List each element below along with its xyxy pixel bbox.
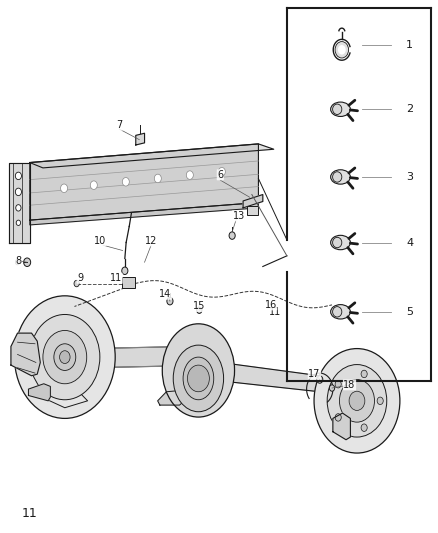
Circle shape	[377, 397, 383, 405]
Ellipse shape	[332, 172, 342, 182]
Circle shape	[30, 314, 100, 400]
Polygon shape	[28, 384, 50, 401]
Text: 17: 17	[308, 369, 321, 379]
Ellipse shape	[332, 237, 342, 248]
Ellipse shape	[331, 236, 350, 249]
Polygon shape	[11, 333, 40, 376]
Circle shape	[54, 344, 76, 370]
Polygon shape	[42, 389, 88, 408]
Circle shape	[335, 42, 349, 58]
Ellipse shape	[331, 169, 350, 184]
Text: 9: 9	[77, 273, 83, 283]
Circle shape	[122, 177, 129, 186]
Ellipse shape	[332, 306, 342, 317]
Text: 2: 2	[406, 104, 413, 114]
Text: 11: 11	[110, 273, 122, 283]
Bar	[122, 277, 135, 288]
Polygon shape	[188, 358, 320, 392]
Circle shape	[154, 174, 161, 183]
Circle shape	[349, 391, 365, 410]
Circle shape	[361, 424, 367, 431]
Ellipse shape	[332, 104, 342, 115]
Text: 6: 6	[217, 170, 223, 180]
Ellipse shape	[162, 324, 235, 417]
Polygon shape	[30, 203, 258, 225]
Circle shape	[218, 167, 225, 176]
Circle shape	[122, 267, 128, 274]
Text: 11: 11	[22, 507, 38, 520]
Polygon shape	[9, 163, 30, 243]
Circle shape	[16, 205, 21, 211]
Ellipse shape	[331, 102, 350, 116]
Text: 15: 15	[193, 302, 205, 311]
Text: 10: 10	[94, 236, 106, 246]
Polygon shape	[333, 413, 350, 440]
Circle shape	[335, 381, 341, 388]
Text: 7: 7	[116, 120, 122, 130]
Circle shape	[15, 260, 20, 265]
Circle shape	[60, 184, 67, 192]
Text: 18: 18	[343, 380, 356, 390]
Circle shape	[14, 296, 115, 418]
Polygon shape	[30, 144, 274, 168]
Circle shape	[327, 365, 387, 437]
Circle shape	[338, 45, 346, 54]
Text: 3: 3	[406, 172, 413, 182]
Circle shape	[43, 330, 87, 384]
Circle shape	[15, 172, 21, 180]
Circle shape	[15, 188, 21, 196]
Circle shape	[16, 220, 21, 225]
Text: 1: 1	[406, 41, 413, 50]
Circle shape	[197, 307, 202, 313]
Bar	[247, 206, 258, 215]
Circle shape	[24, 258, 31, 266]
Circle shape	[90, 181, 97, 189]
Polygon shape	[30, 144, 258, 220]
Ellipse shape	[331, 305, 350, 319]
Text: 8: 8	[15, 256, 21, 266]
Text: 16: 16	[265, 300, 277, 310]
Circle shape	[229, 232, 235, 239]
Circle shape	[339, 379, 374, 422]
Text: 13: 13	[233, 211, 245, 221]
Text: 14: 14	[159, 289, 172, 299]
Polygon shape	[65, 346, 188, 368]
Circle shape	[186, 171, 193, 179]
Text: 4: 4	[406, 238, 413, 247]
Ellipse shape	[173, 345, 224, 411]
Circle shape	[361, 370, 367, 378]
Circle shape	[187, 365, 209, 392]
Polygon shape	[136, 133, 145, 145]
Ellipse shape	[183, 357, 214, 400]
Circle shape	[329, 385, 335, 391]
Circle shape	[317, 376, 323, 383]
Polygon shape	[158, 390, 188, 405]
Text: 5: 5	[406, 307, 413, 317]
Text: 11: 11	[269, 307, 281, 317]
Polygon shape	[243, 195, 263, 208]
Circle shape	[74, 280, 79, 287]
Circle shape	[60, 351, 70, 364]
Circle shape	[314, 349, 400, 453]
Text: 12: 12	[145, 236, 157, 246]
Circle shape	[335, 414, 341, 421]
Circle shape	[167, 297, 173, 305]
